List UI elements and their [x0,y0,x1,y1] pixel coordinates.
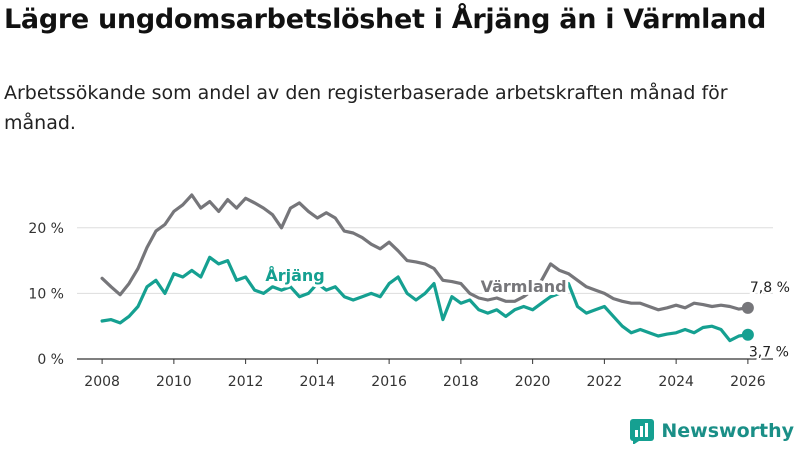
brand-name: Newsworthy [661,420,794,442]
series-label-arjang: Årjäng [265,266,324,285]
newsworthy-logo-icon [630,419,655,444]
chart-title: Lägre ungdomsarbetslöshet i Årjäng än i … [4,4,766,35]
x-tick-label: 2026 [730,374,766,390]
y-tick-label: 10 % [28,286,64,302]
x-tick-label: 2014 [300,374,336,390]
end-label-arjang: 3,7 % [749,345,789,361]
series-line-varmland [100,193,750,312]
x-tick-label: 2020 [515,374,551,390]
brand-logo: Newsworthy [629,416,794,446]
x-tick-label: 2016 [371,374,407,390]
y-tick-label: 0 % [37,352,64,368]
x-tick-label: 2024 [658,374,694,390]
x-tick-label: 2012 [228,374,264,390]
end-label-varmland: 7,8 % [750,280,790,296]
x-tick-label: 2008 [84,374,120,390]
x-tick-label: 2010 [156,374,192,390]
series-line-arjang [100,255,750,343]
chart-subtitle: Arbetssökande som andel av den registerb… [4,82,728,134]
end-point-arjang [741,328,754,341]
end-point-varmland [741,301,754,314]
y-tick-label: 20 % [28,221,64,237]
series-label-varmland: Värmland [481,277,567,296]
x-tick-label: 2022 [587,374,623,390]
x-tick-label: 2018 [443,374,479,390]
